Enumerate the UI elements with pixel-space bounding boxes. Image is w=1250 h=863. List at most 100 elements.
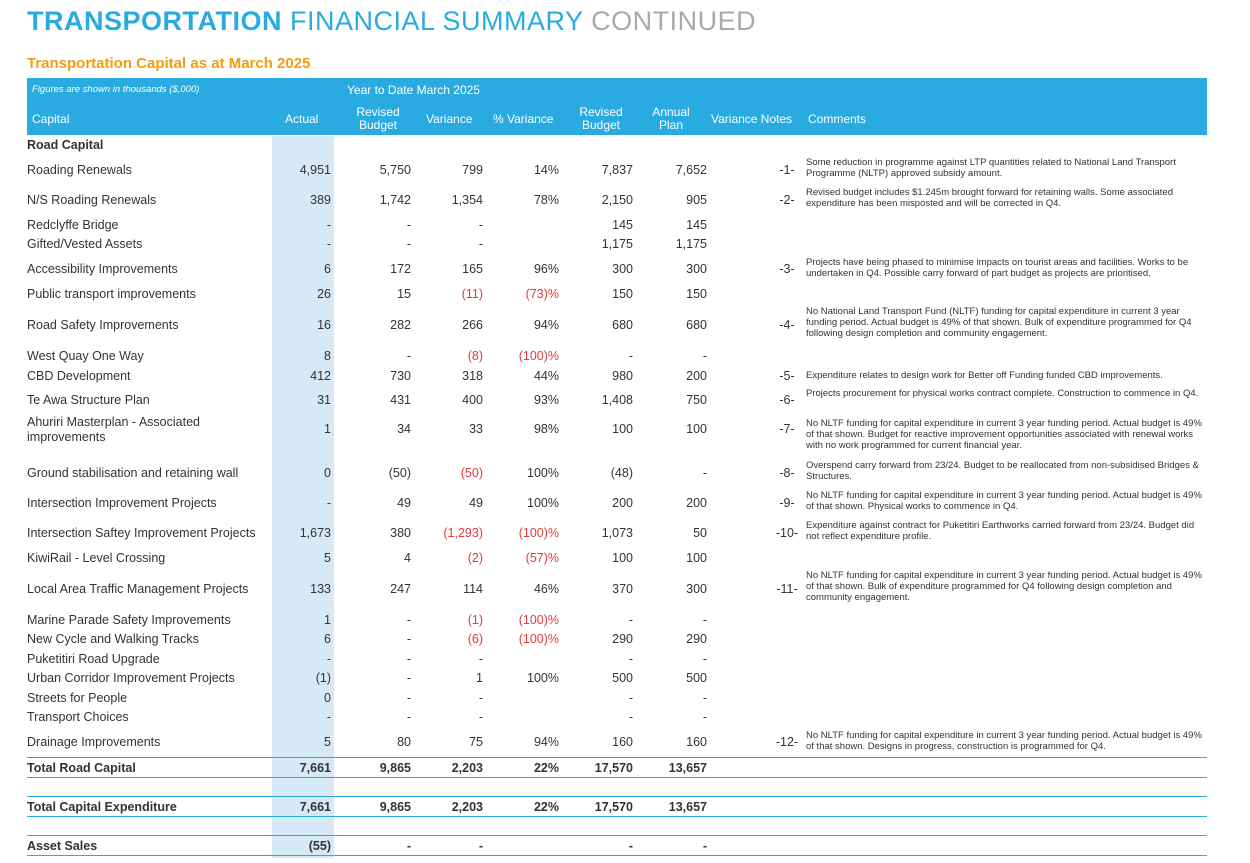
cell-actual: 31: [317, 393, 331, 407]
cell-annual-plan: 100: [686, 422, 707, 436]
cell-revised-budget: 49: [397, 496, 411, 510]
row-comment: No NLTF funding for capital expenditure …: [806, 730, 1202, 752]
cell-annual-plan: 680: [686, 318, 707, 332]
row-label: Road Safety Improvements: [27, 318, 179, 332]
row-label: Total Capital Expenditure: [27, 800, 177, 814]
cell-variance: -: [478, 237, 483, 251]
cell-actual: 1: [324, 613, 331, 627]
cell-actual: (1): [315, 671, 331, 685]
divider: [27, 777, 1207, 778]
cell-revised-budget-full: -: [628, 839, 633, 853]
cell-actual: 16: [317, 318, 331, 332]
variance-note: -1-: [779, 163, 795, 177]
table-header: Figures are shown in thousands ($,000) Y…: [27, 78, 1207, 135]
cell-revised-budget-full: 1,408: [601, 393, 633, 407]
cell-variance: 318: [462, 369, 483, 383]
row-comment: No NLTF funding for capital expenditure …: [806, 490, 1202, 512]
cell-revised-budget-full: 7,837: [601, 163, 633, 177]
cell-variance: 49: [469, 496, 483, 510]
cell-variance: -: [478, 839, 483, 853]
cell-variance: 1: [476, 671, 483, 685]
divider: [27, 757, 1207, 758]
header-variance: Variance: [426, 111, 473, 126]
cell-actual: 5: [324, 551, 331, 565]
row-label: Gifted/Vested Assets: [27, 237, 143, 251]
row-label: Public transport improvements: [27, 287, 196, 301]
cell-annual-plan: 905: [686, 193, 707, 207]
cell-variance: -: [478, 710, 483, 724]
row-label: Streets for People: [27, 691, 128, 705]
cell-actual: 133: [310, 582, 331, 596]
cell-variance: 266: [462, 318, 483, 332]
cell-revised-budget-full: -: [628, 349, 633, 363]
cell-annual-plan: 300: [686, 582, 707, 596]
cell-revised-budget: 9,865: [379, 800, 411, 814]
cell-annual-plan: 500: [686, 671, 707, 685]
cell-revised-budget-full: 300: [612, 262, 633, 276]
row-label: Redclyffe Bridge: [27, 218, 119, 232]
row-label: Puketitiri Road Upgrade: [27, 652, 160, 666]
cell-actual: 26: [317, 287, 331, 301]
cell-revised-budget-full: -: [628, 691, 633, 705]
cell-pct-variance: 100%: [527, 496, 559, 510]
cell-variance: -: [478, 652, 483, 666]
cell-revised-budget: 9,865: [379, 761, 411, 775]
cell-revised-budget: 15: [397, 287, 411, 301]
cell-revised-budget-full: 17,570: [594, 800, 633, 814]
cell-annual-plan: 160: [686, 735, 707, 749]
cell-variance: 114: [463, 582, 483, 596]
cell-variance: (8): [467, 349, 483, 363]
divider: [27, 796, 1207, 797]
cell-pct-variance: 94%: [533, 735, 559, 749]
figures-note: Figures are shown in thousands ($,000): [32, 84, 200, 95]
cell-revised-budget: 380: [390, 526, 411, 540]
cell-annual-plan: -: [702, 839, 707, 853]
cell-annual-plan: 13,657: [668, 761, 707, 775]
variance-note: -3-: [779, 262, 795, 276]
cell-pct-variance: (100)%: [518, 526, 559, 540]
cell-revised-budget-full: 370: [612, 582, 633, 596]
cell-variance: 33: [469, 422, 483, 436]
cell-revised-budget-full: (48): [610, 466, 633, 480]
row-comment: Revised budget includes $1.245m brought …: [806, 187, 1174, 209]
cell-revised-budget: -: [406, 218, 411, 232]
cell-actual: -: [326, 496, 331, 510]
cell-pct-variance: 96%: [533, 262, 559, 276]
header-variance-notes: Variance Notes: [711, 111, 793, 126]
cell-actual: 412: [310, 369, 331, 383]
cell-annual-plan: 200: [686, 369, 707, 383]
cell-actual: 5: [324, 735, 331, 749]
cell-actual: 0: [324, 466, 331, 480]
row-comment: No National Land Transport Fund (NLTF) f…: [806, 306, 1192, 339]
cell-revised-budget: -: [406, 839, 411, 853]
cell-revised-budget: 5,750: [379, 163, 411, 177]
cell-revised-budget: 4: [404, 551, 411, 565]
variance-note: -10-: [775, 526, 799, 540]
row-comment: Overspend carry forward from 23/24. Budg…: [806, 460, 1199, 482]
cell-pct-variance: 44%: [533, 369, 559, 383]
variance-note: -9-: [779, 496, 795, 510]
variance-note: -7-: [779, 422, 795, 436]
variance-note: -12-: [775, 735, 799, 749]
cell-revised-budget: -: [406, 613, 411, 627]
actual-column-highlight: [272, 136, 334, 858]
row-comment: Expenditure relates to design work for B…: [806, 370, 1163, 381]
cell-variance: (50): [460, 466, 483, 480]
cell-variance: (1,293): [443, 526, 483, 540]
cell-pct-variance: 100%: [527, 466, 559, 480]
cell-revised-budget: 730: [390, 369, 411, 383]
cell-actual: 7,661: [299, 800, 331, 814]
cell-revised-budget: 247: [390, 582, 411, 596]
row-label: New Cycle and Walking Tracks: [27, 632, 199, 646]
row-label: Urban Corridor Improvement Projects: [27, 671, 235, 685]
cell-variance: 400: [462, 393, 483, 407]
cell-actual: 0: [324, 691, 331, 705]
row-label: Intersection Improvement Projects: [27, 496, 217, 510]
cell-revised-budget-full: 290: [612, 632, 633, 646]
cell-revised-budget: -: [406, 632, 411, 646]
cell-variance: 1,354: [451, 193, 483, 207]
page-title: TRANSPORTATION FINANCIAL SUMMARY CONTINU…: [27, 6, 756, 37]
row-label: Transport Choices: [27, 710, 129, 724]
cell-pct-variance: 98%: [533, 422, 559, 436]
row-label: Roading Renewals: [27, 163, 132, 177]
